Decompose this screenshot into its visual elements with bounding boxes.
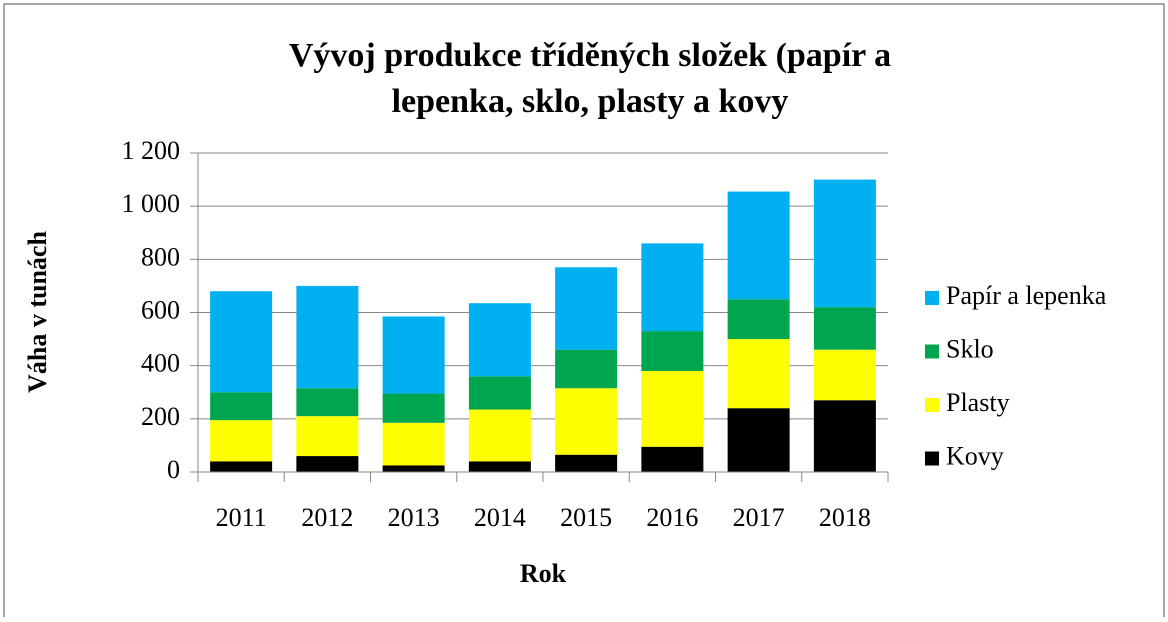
x-axis-label: Rok [520, 559, 567, 588]
x-tick-label: 2011 [216, 503, 267, 532]
y-tick-label: 600 [141, 295, 180, 324]
legend-label: Kovy [946, 441, 1004, 470]
bar-segment [555, 454, 618, 472]
bar-segment [382, 393, 445, 423]
bar-segment [468, 303, 531, 377]
legend-swatch [925, 451, 939, 466]
bar-segment [468, 409, 531, 462]
bar-segment [813, 349, 876, 401]
legend-label: Plasty [946, 388, 1010, 417]
x-tick-label: 2015 [560, 503, 612, 532]
bar-segment [813, 307, 876, 350]
bar-segment [727, 191, 790, 300]
bar-segment [296, 388, 359, 417]
bar-segment [468, 461, 531, 472]
bar-segment [296, 456, 359, 472]
bar-segment [727, 299, 790, 340]
legend-swatch [925, 291, 939, 305]
bar-segment [641, 370, 704, 447]
x-tick-label: 2014 [474, 503, 526, 532]
y-tick-label: 1 000 [122, 189, 181, 218]
y-tick-label: 200 [141, 402, 180, 431]
bar-segment [210, 461, 273, 472]
bar-segment [641, 331, 704, 371]
bar-segment [555, 388, 618, 455]
bar-segment [813, 179, 876, 308]
bar-segment [555, 349, 618, 389]
bar-segment [727, 408, 790, 472]
y-tick-label: 800 [141, 242, 180, 271]
bar-segment [296, 285, 359, 389]
chart-subtitle: lepenka, sklo, plasty a kovy [392, 83, 789, 120]
x-tick-label: 2012 [301, 503, 353, 532]
y-tick-label: 1 200 [122, 136, 181, 165]
y-tick-label: 400 [141, 349, 180, 378]
x-tick-label: 2013 [388, 503, 440, 532]
chart-frame [3, 3, 1165, 622]
bar-segment [382, 465, 445, 472]
bar-segment [641, 243, 704, 332]
legend-swatch [925, 398, 939, 412]
x-tick-label: 2018 [819, 503, 871, 532]
bar-segment [210, 291, 273, 393]
bar-segment [382, 316, 445, 394]
y-axis-label: Váha v tunách [23, 231, 52, 393]
bar-segment [641, 446, 704, 472]
legend-swatch [925, 344, 939, 359]
y-tick-label: 0 [167, 455, 180, 484]
legend-label: Sklo [946, 334, 994, 363]
bar-segment [555, 267, 618, 350]
bar-segment [210, 420, 273, 462]
bar-segment [813, 400, 876, 472]
bar-segment [727, 339, 790, 409]
bar-segment [468, 376, 531, 410]
chart-title: Vývoj produkce tříděných složek (papír a [289, 37, 891, 74]
bar-segment [296, 416, 359, 457]
bar-segment [382, 422, 445, 466]
bar-segment [210, 392, 273, 421]
x-tick-label: 2017 [733, 503, 785, 532]
legend-label: Papír a lepenka [946, 281, 1107, 310]
x-tick-label: 2016 [646, 503, 698, 532]
